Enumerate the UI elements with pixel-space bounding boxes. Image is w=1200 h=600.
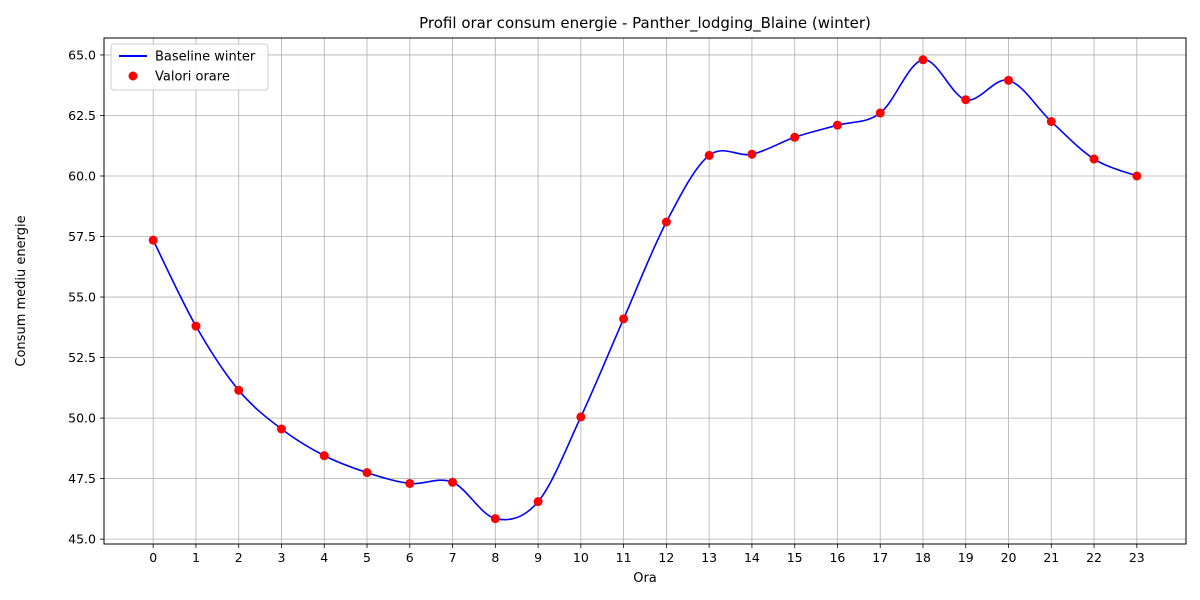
legend: Baseline winter Valori orare [110, 43, 269, 91]
grid [104, 38, 1186, 544]
data-point-hour-22 [1089, 154, 1099, 164]
data-point-hour-3 [276, 424, 286, 434]
x-tick-label: 11 [616, 550, 632, 565]
x-tick-label: 6 [406, 550, 414, 565]
data-point-hour-18 [918, 55, 928, 65]
data-point-hour-10 [576, 412, 586, 422]
data-point-hour-9 [533, 497, 543, 507]
x-tick-label: 9 [534, 550, 542, 565]
data-point-hour-20 [1004, 75, 1014, 85]
legend-marker-swatch [128, 71, 138, 81]
y-tick-label: 62.5 [68, 108, 96, 123]
data-point-hour-11 [619, 314, 629, 324]
y-tick-label: 60.0 [68, 169, 96, 184]
y-tick-label: 47.5 [68, 471, 96, 486]
chart-title: Profil orar consum energie - Panther_lod… [419, 14, 871, 33]
data-point-hour-4 [319, 451, 329, 461]
data-point-hour-19 [961, 95, 971, 105]
x-tick-label: 10 [573, 550, 589, 565]
plot-frame [103, 37, 1187, 545]
x-tick-label: 1 [192, 550, 200, 565]
axis-ticks: 0 1 2 3 4 5 6 7 8 9 10 11 12 13 14 15 16 17 18 19 20 21 22 2345… [68, 47, 1145, 565]
x-tick-label: 17 [872, 550, 888, 565]
data-point-hour-15 [790, 132, 800, 142]
x-axis-label: Ora [633, 571, 657, 586]
x-tick-label: 7 [449, 550, 457, 565]
data-point-hour-5 [362, 468, 372, 478]
x-tick-label: 8 [491, 550, 499, 565]
y-tick-label: 55.0 [68, 290, 96, 305]
data-point-hour-17 [875, 108, 885, 118]
y-tick-label: 52.5 [68, 350, 96, 365]
x-tick-label: 15 [787, 550, 803, 565]
y-axis-label: Consum mediu energie [14, 215, 29, 366]
data-point-hour-1 [191, 321, 201, 331]
x-tick-label: 3 [278, 550, 286, 565]
x-tick-label: 19 [958, 550, 974, 565]
legend-entry-baseline: Baseline winter [155, 50, 256, 65]
data-point-hour-7 [448, 477, 458, 487]
series-line-baseline-winter [152, 58, 1138, 521]
x-tick-label: 14 [744, 550, 760, 565]
y-tick-label: 65.0 [68, 47, 96, 62]
data-point-hour-23 [1132, 171, 1142, 181]
x-tick-label: 13 [701, 550, 717, 565]
x-tick-label: 0 [149, 550, 157, 565]
data-point-hour-2 [234, 385, 244, 395]
legend-entry-hourly-values: Valori orare [155, 70, 230, 85]
legend-box [110, 43, 269, 91]
x-tick-label: 18 [915, 550, 931, 565]
data-point-hour-16 [832, 120, 842, 130]
data-point-hour-8 [490, 514, 500, 524]
x-tick-label: 12 [658, 550, 674, 565]
x-tick-label: 2 [235, 550, 243, 565]
data-point-hour-0 [148, 235, 158, 245]
y-tick-label: 45.0 [68, 532, 96, 547]
plot-series [148, 55, 1142, 524]
x-tick-label: 16 [829, 550, 845, 565]
data-point-hour-6 [405, 478, 415, 488]
y-tick-label: 57.5 [68, 229, 96, 244]
x-tick-label: 4 [320, 550, 328, 565]
y-tick-label: 50.0 [68, 411, 96, 426]
x-tick-label: 22 [1086, 550, 1102, 565]
data-point-hour-21 [1046, 117, 1056, 127]
x-tick-label: 20 [1001, 550, 1017, 565]
data-point-hour-12 [661, 217, 671, 227]
data-point-hour-13 [704, 150, 714, 160]
x-tick-label: 5 [363, 550, 371, 565]
x-tick-label: 23 [1129, 550, 1145, 565]
data-point-hour-14 [747, 149, 757, 159]
x-tick-label: 21 [1043, 550, 1059, 565]
